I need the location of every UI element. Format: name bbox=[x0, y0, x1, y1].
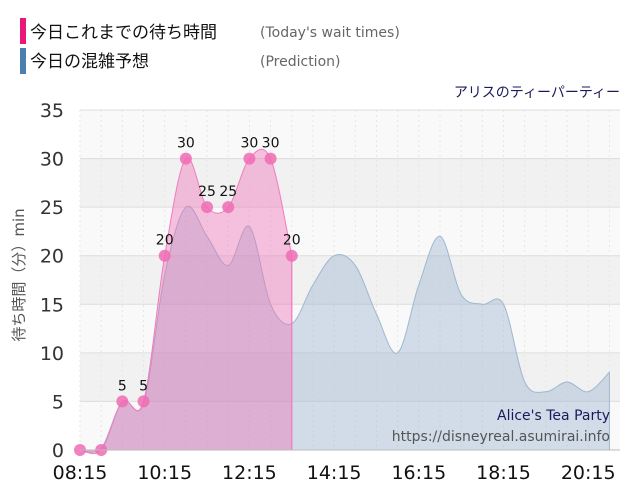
plot-band bbox=[80, 207, 620, 256]
today-data-label: 5 bbox=[118, 378, 127, 394]
plot-background bbox=[80, 110, 620, 450]
plot-band bbox=[80, 255, 620, 305]
watermark-name: Alice's Tea Party bbox=[497, 408, 610, 424]
today-data-label: 25 bbox=[219, 184, 237, 200]
x-tick-label: 16:15 bbox=[391, 462, 446, 484]
legend-label-today: 今日これまでの待ち時間 bbox=[30, 23, 217, 43]
legend-sub-prediction: (Prediction) bbox=[260, 54, 340, 70]
today-data-label: 20 bbox=[283, 233, 301, 249]
today-point bbox=[158, 249, 171, 262]
x-axis-ticks: 08:15 10:15 12:15 14:15 16:15 18:15 20:15 bbox=[53, 462, 616, 484]
today-points bbox=[74, 152, 298, 456]
today-data-label: 30 bbox=[262, 136, 280, 152]
x-tick-label: 12:15 bbox=[222, 462, 277, 484]
legend: 今日これまでの待ち時間 (Today's wait times) 今日の混雑予想… bbox=[20, 18, 400, 74]
plot-band bbox=[80, 401, 620, 450]
today-data-label: 20 bbox=[156, 233, 174, 249]
y-tick-label: 0 bbox=[52, 440, 64, 462]
plot-band bbox=[80, 110, 620, 159]
y-axis-ticks: 0 5 10 15 20 25 30 35 bbox=[40, 100, 620, 462]
y-axis-label: 待ち時間（分）min bbox=[10, 208, 28, 341]
watermark-url: https://disneyreal.asumirai.info bbox=[392, 429, 610, 445]
today-data-label: 30 bbox=[240, 136, 258, 152]
y-tick-label: 35 bbox=[40, 100, 64, 122]
y-tick-label: 5 bbox=[52, 391, 64, 413]
today-point bbox=[264, 152, 277, 165]
today-point bbox=[116, 395, 129, 408]
today-point bbox=[243, 152, 256, 165]
x-tick-label: 08:15 bbox=[53, 462, 108, 484]
today-data-label: 30 bbox=[177, 136, 195, 152]
plot-band bbox=[80, 352, 620, 402]
y-tick-label: 20 bbox=[40, 246, 64, 268]
legend-label-prediction: 今日の混雑予想 bbox=[30, 52, 149, 72]
legend-sub-today: (Today's wait times) bbox=[260, 25, 400, 41]
y-tick-label: 10 bbox=[40, 343, 64, 365]
y-tick-label: 25 bbox=[40, 197, 64, 219]
today-point bbox=[137, 395, 150, 408]
x-tick-label: 14:15 bbox=[307, 462, 362, 484]
today-point bbox=[201, 201, 214, 214]
today-data-label: 25 bbox=[198, 184, 216, 200]
prediction-area bbox=[79, 205, 610, 453]
today-data-label: 5 bbox=[139, 378, 148, 394]
plot-band bbox=[80, 304, 620, 353]
y-tick-label: 30 bbox=[40, 149, 64, 171]
attraction-title: アリスのティーパーティー bbox=[454, 85, 620, 101]
legend-swatch-prediction bbox=[20, 48, 26, 74]
plot-band bbox=[80, 158, 620, 208]
today-point bbox=[285, 249, 298, 262]
x-tick-label: 18:15 bbox=[476, 462, 531, 484]
y-tick-label: 15 bbox=[40, 294, 64, 316]
x-tick-label: 20:15 bbox=[561, 462, 616, 484]
today-point bbox=[179, 152, 192, 165]
today-point bbox=[222, 201, 235, 214]
x-tick-label: 10:15 bbox=[137, 462, 192, 484]
legend-swatch-today bbox=[20, 18, 26, 44]
